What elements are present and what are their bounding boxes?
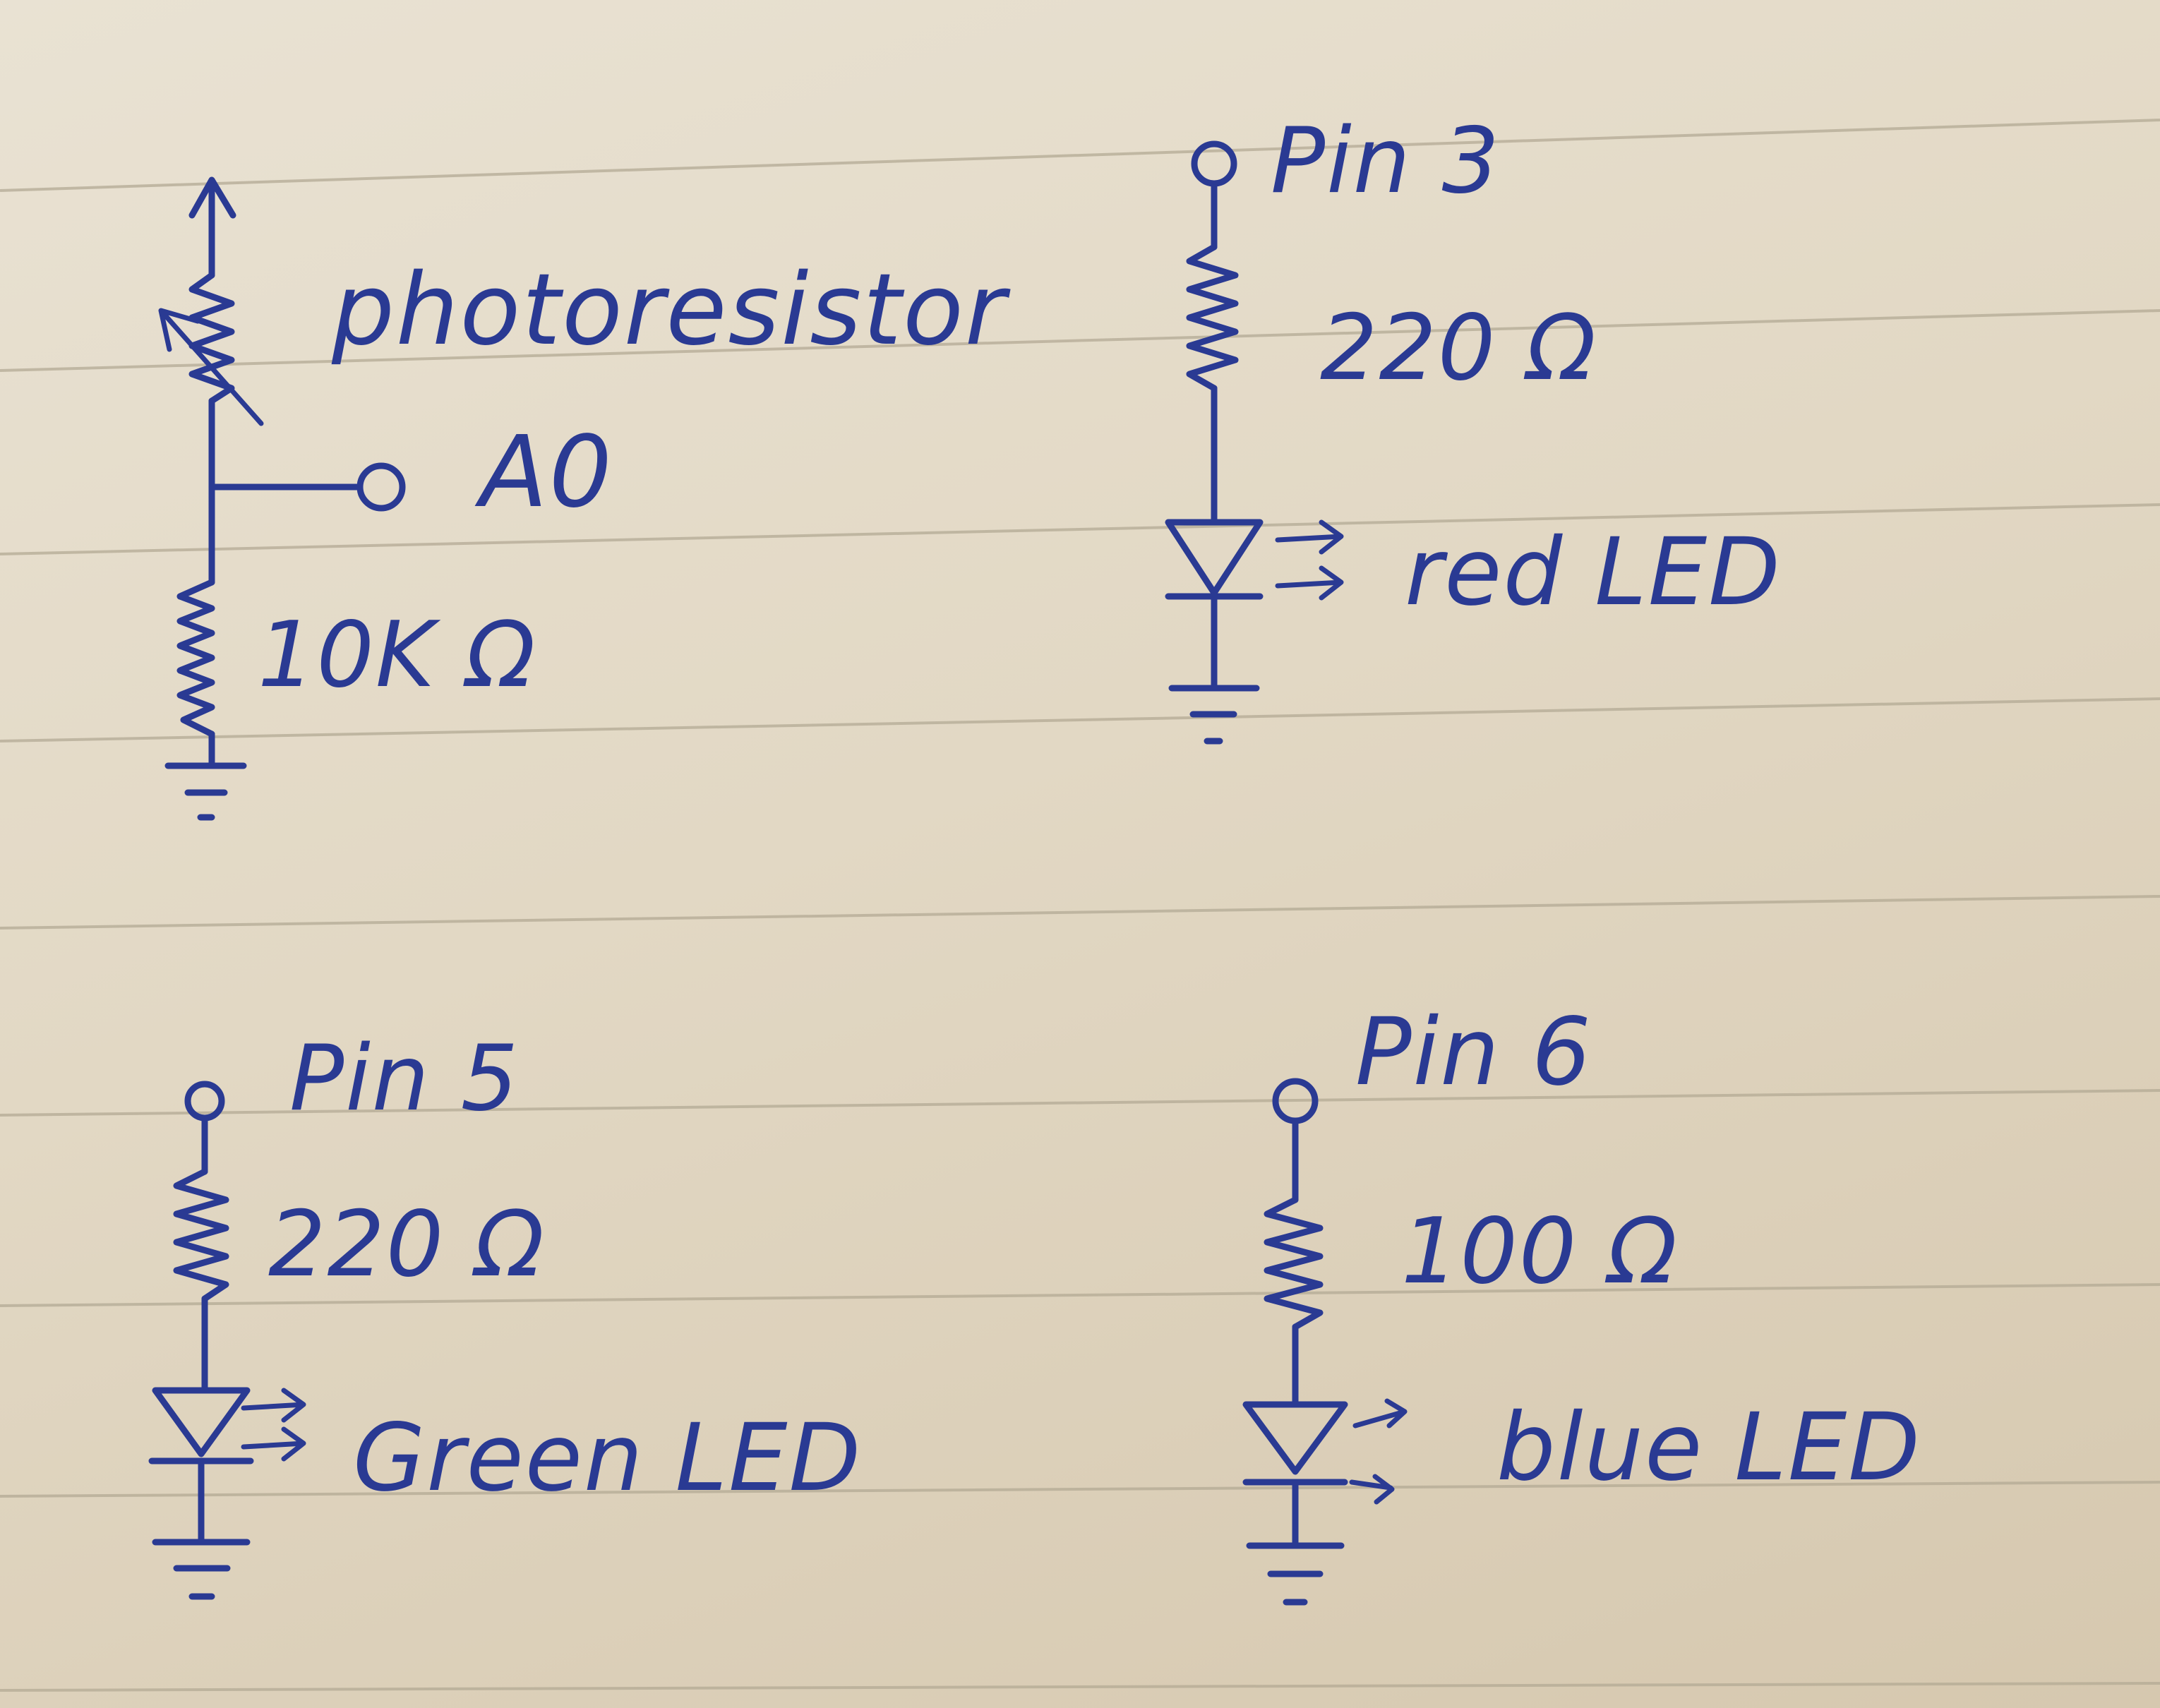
light-emission-arrows-icon <box>241 1388 306 1462</box>
pin5-label: Pin 5 <box>289 1026 520 1131</box>
rule-line <box>0 1481 2160 1498</box>
resistor-10k-label: 10K Ω <box>258 603 537 708</box>
green-led-circuit <box>148 1081 306 1600</box>
led-diode-symbol <box>1242 1401 1348 1549</box>
resistor-220-symbol <box>1186 243 1239 392</box>
ground-icon <box>1246 1542 1345 1606</box>
photoresistor-symbol <box>188 272 235 404</box>
red-led-label: red LED <box>1405 518 1782 627</box>
red-led-circuit <box>1165 140 1344 745</box>
blue-led-circuit <box>1242 1078 1408 1606</box>
photoresistor-divider <box>158 176 406 821</box>
pin3-label: Pin 3 <box>1271 109 1501 214</box>
led-diode-symbol <box>148 1387 254 1546</box>
light-emission-arrows-icon <box>1275 519 1344 601</box>
rule-line <box>0 119 2160 192</box>
supply-arrow-icon <box>188 176 236 279</box>
variable-resistor-arrow-icon <box>158 308 264 426</box>
rule-line <box>0 309 2160 372</box>
blue-led-label: blue LED <box>1496 1393 1921 1502</box>
light-emission-arrows-icon <box>1349 1398 1408 1505</box>
led-diode-symbol <box>1165 431 1264 692</box>
pin3-terminal-icon <box>1191 140 1237 187</box>
rule-line <box>0 697 2160 742</box>
green-led-label: Green LED <box>353 1404 863 1512</box>
resistor-10k-symbol <box>176 579 215 738</box>
pin6-terminal-icon <box>1272 1078 1319 1124</box>
resistor-100-symbol <box>1264 1196 1324 1330</box>
pin5-terminal-icon <box>184 1081 225 1121</box>
rule-line <box>0 1682 2160 1692</box>
a0-terminal-icon <box>356 462 406 512</box>
ground-icon <box>1168 685 1260 745</box>
pin6-label: Pin 6 <box>1355 998 1592 1107</box>
resistor-220-label: 220 Ω <box>268 1192 546 1297</box>
rule-line <box>0 1089 2160 1117</box>
resistor-100-label: 100 Ω <box>1401 1199 1679 1304</box>
rule-line <box>0 1283 2160 1307</box>
resistor-220-symbol <box>173 1168 229 1302</box>
a0-label: A0 <box>480 415 613 530</box>
resistor-220-label: 220 Ω <box>1320 296 1597 401</box>
ground-icon <box>164 762 247 821</box>
rule-line <box>0 895 2160 930</box>
ground-icon <box>152 1539 251 1600</box>
photoresistor-label: photoresistor <box>332 253 1007 368</box>
rule-line <box>0 503 2160 555</box>
